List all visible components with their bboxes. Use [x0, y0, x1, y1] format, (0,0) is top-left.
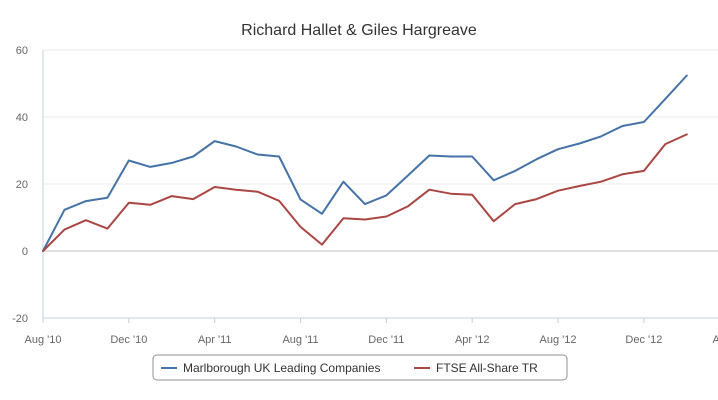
- y-tick-label: 20: [16, 179, 28, 191]
- x-tick-label: Aug '11: [282, 334, 318, 346]
- legend-label-marlborough[interactable]: Marlborough UK Leading Companies: [183, 361, 380, 375]
- x-tick-label: Aug '10: [25, 334, 62, 346]
- chart-title: Richard Hallet & Giles Hargreave: [241, 22, 477, 39]
- x-tick-label: Apr '11: [198, 334, 232, 346]
- legend-label-ftse[interactable]: FTSE All-Share TR: [436, 361, 538, 375]
- series-line-marlborough[interactable]: [42, 74, 688, 252]
- axes: 60 40 20 0 -20 Aug '10 Dec '10 Apr '11 Aug '11 De…: [12, 45, 718, 346]
- legend-box: [152, 354, 568, 381]
- x-tick-label: Dec '10: [110, 334, 147, 346]
- x-tick-label: Dec '11: [368, 334, 404, 346]
- y-tick-label: -20: [12, 313, 28, 325]
- y-tick-label: 0: [22, 246, 28, 258]
- series-lines: [42, 74, 688, 252]
- x-tick-label: Dec '12: [625, 334, 662, 346]
- series-line-ftse[interactable]: [42, 133, 688, 252]
- x-tick-label: Apr '13: [712, 334, 718, 346]
- legend: Marlborough UK Leading Companies FTSE Al…: [152, 354, 568, 381]
- x-tick-label: Apr '12: [455, 334, 490, 346]
- x-tick-label: Aug '12: [540, 334, 577, 346]
- y-tick-label: 40: [16, 112, 28, 124]
- y-tick-label: 60: [16, 45, 28, 57]
